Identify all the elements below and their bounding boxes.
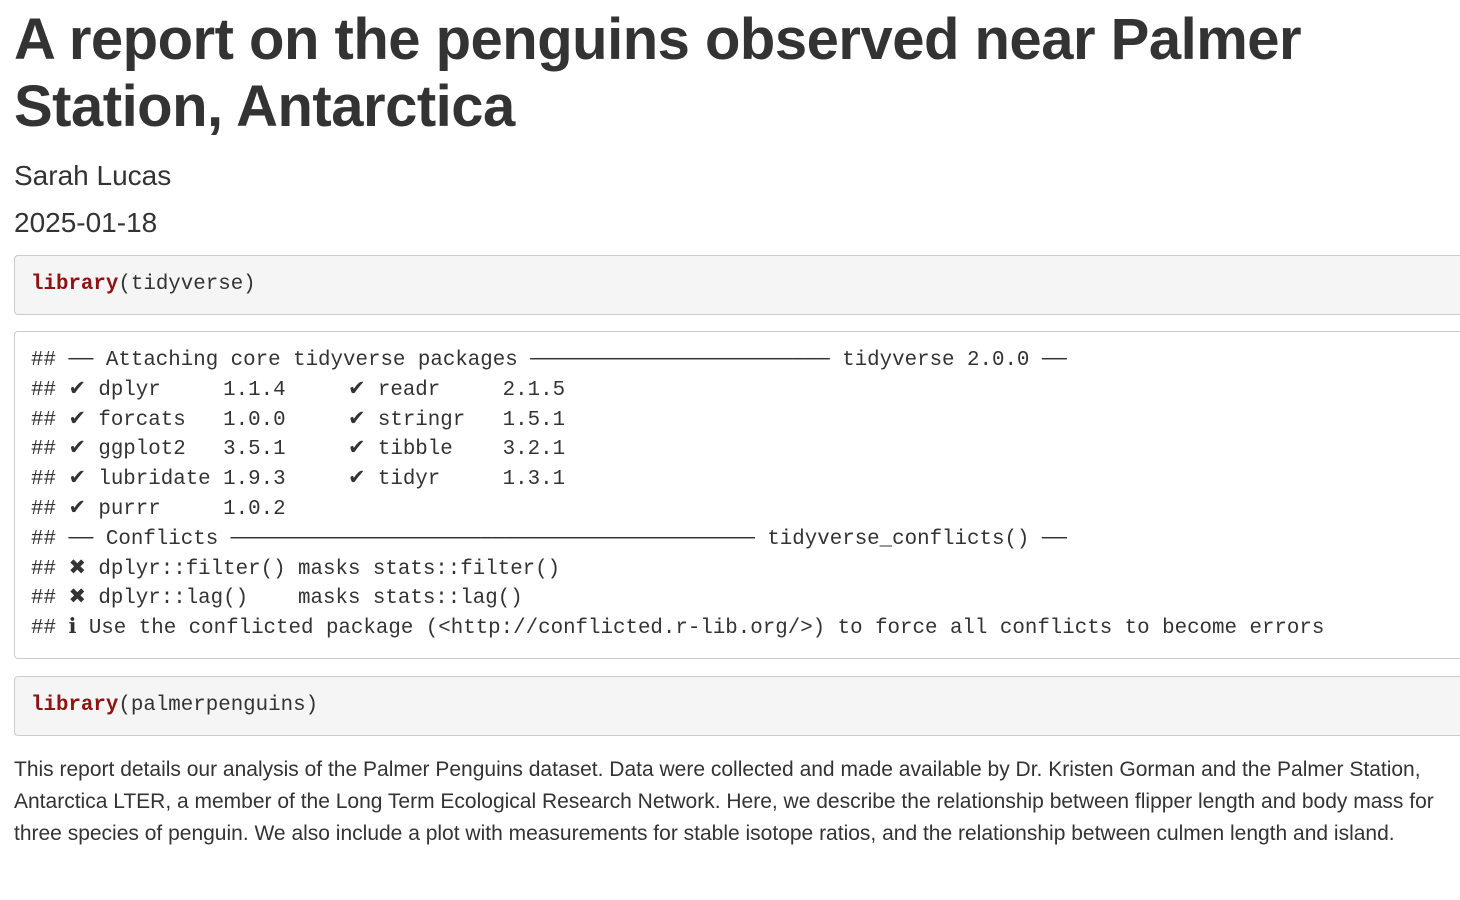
output-block: ## ── Attaching core tidyverse packages … [14, 331, 1460, 659]
code-keyword: library [31, 693, 119, 717]
output-line: ## ✖ dplyr::filter() masks stats::filter… [31, 557, 561, 581]
title: A report on the penguins observed near P… [14, 7, 1302, 139]
code-keyword: library [31, 273, 119, 296]
document: A report on the penguins observed near P… [0, 6, 1460, 850]
code-block: library(tidyverse) [14, 255, 1460, 315]
output-line: ## ✔ lubridate 1.9.3 ✔ tidyr 1.3.1 [31, 468, 566, 492]
output-line: ## ✔ forcats 1.0.0 ✔ stringr 1.5.1 [31, 408, 566, 432]
output-line: ## ── Attaching core tidyverse packages … [31, 349, 1067, 372]
output-line: ## ✔ purrr 1.0.2 [31, 497, 286, 521]
output-line: ## ── Conflicts ────────────────────────… [31, 527, 1067, 551]
output-line: ## ✔ ggplot2 3.5.1 ✔ tibble 3.2.1 [31, 438, 566, 462]
output-line: ## ℹ Use the conflicted package (<http:/… [31, 617, 1325, 641]
date: 2025-01-18 [14, 207, 158, 238]
code-args: (palmerpenguins) [118, 693, 319, 717]
code-block: library(palmerpenguins) [14, 675, 1460, 736]
page: A report on the penguins observed near P… [0, 6, 1460, 900]
code-args: (tidyverse) [118, 273, 256, 296]
paragraph: This report details our analysis of the … [14, 757, 1434, 845]
author: Sarah Lucas [14, 160, 172, 191]
output-line: ## ✖ dplyr::lag() masks stats::lag() [31, 587, 523, 611]
output-line: ## ✔ dplyr 1.1.4 ✔ readr 2.1.5 [31, 378, 566, 402]
